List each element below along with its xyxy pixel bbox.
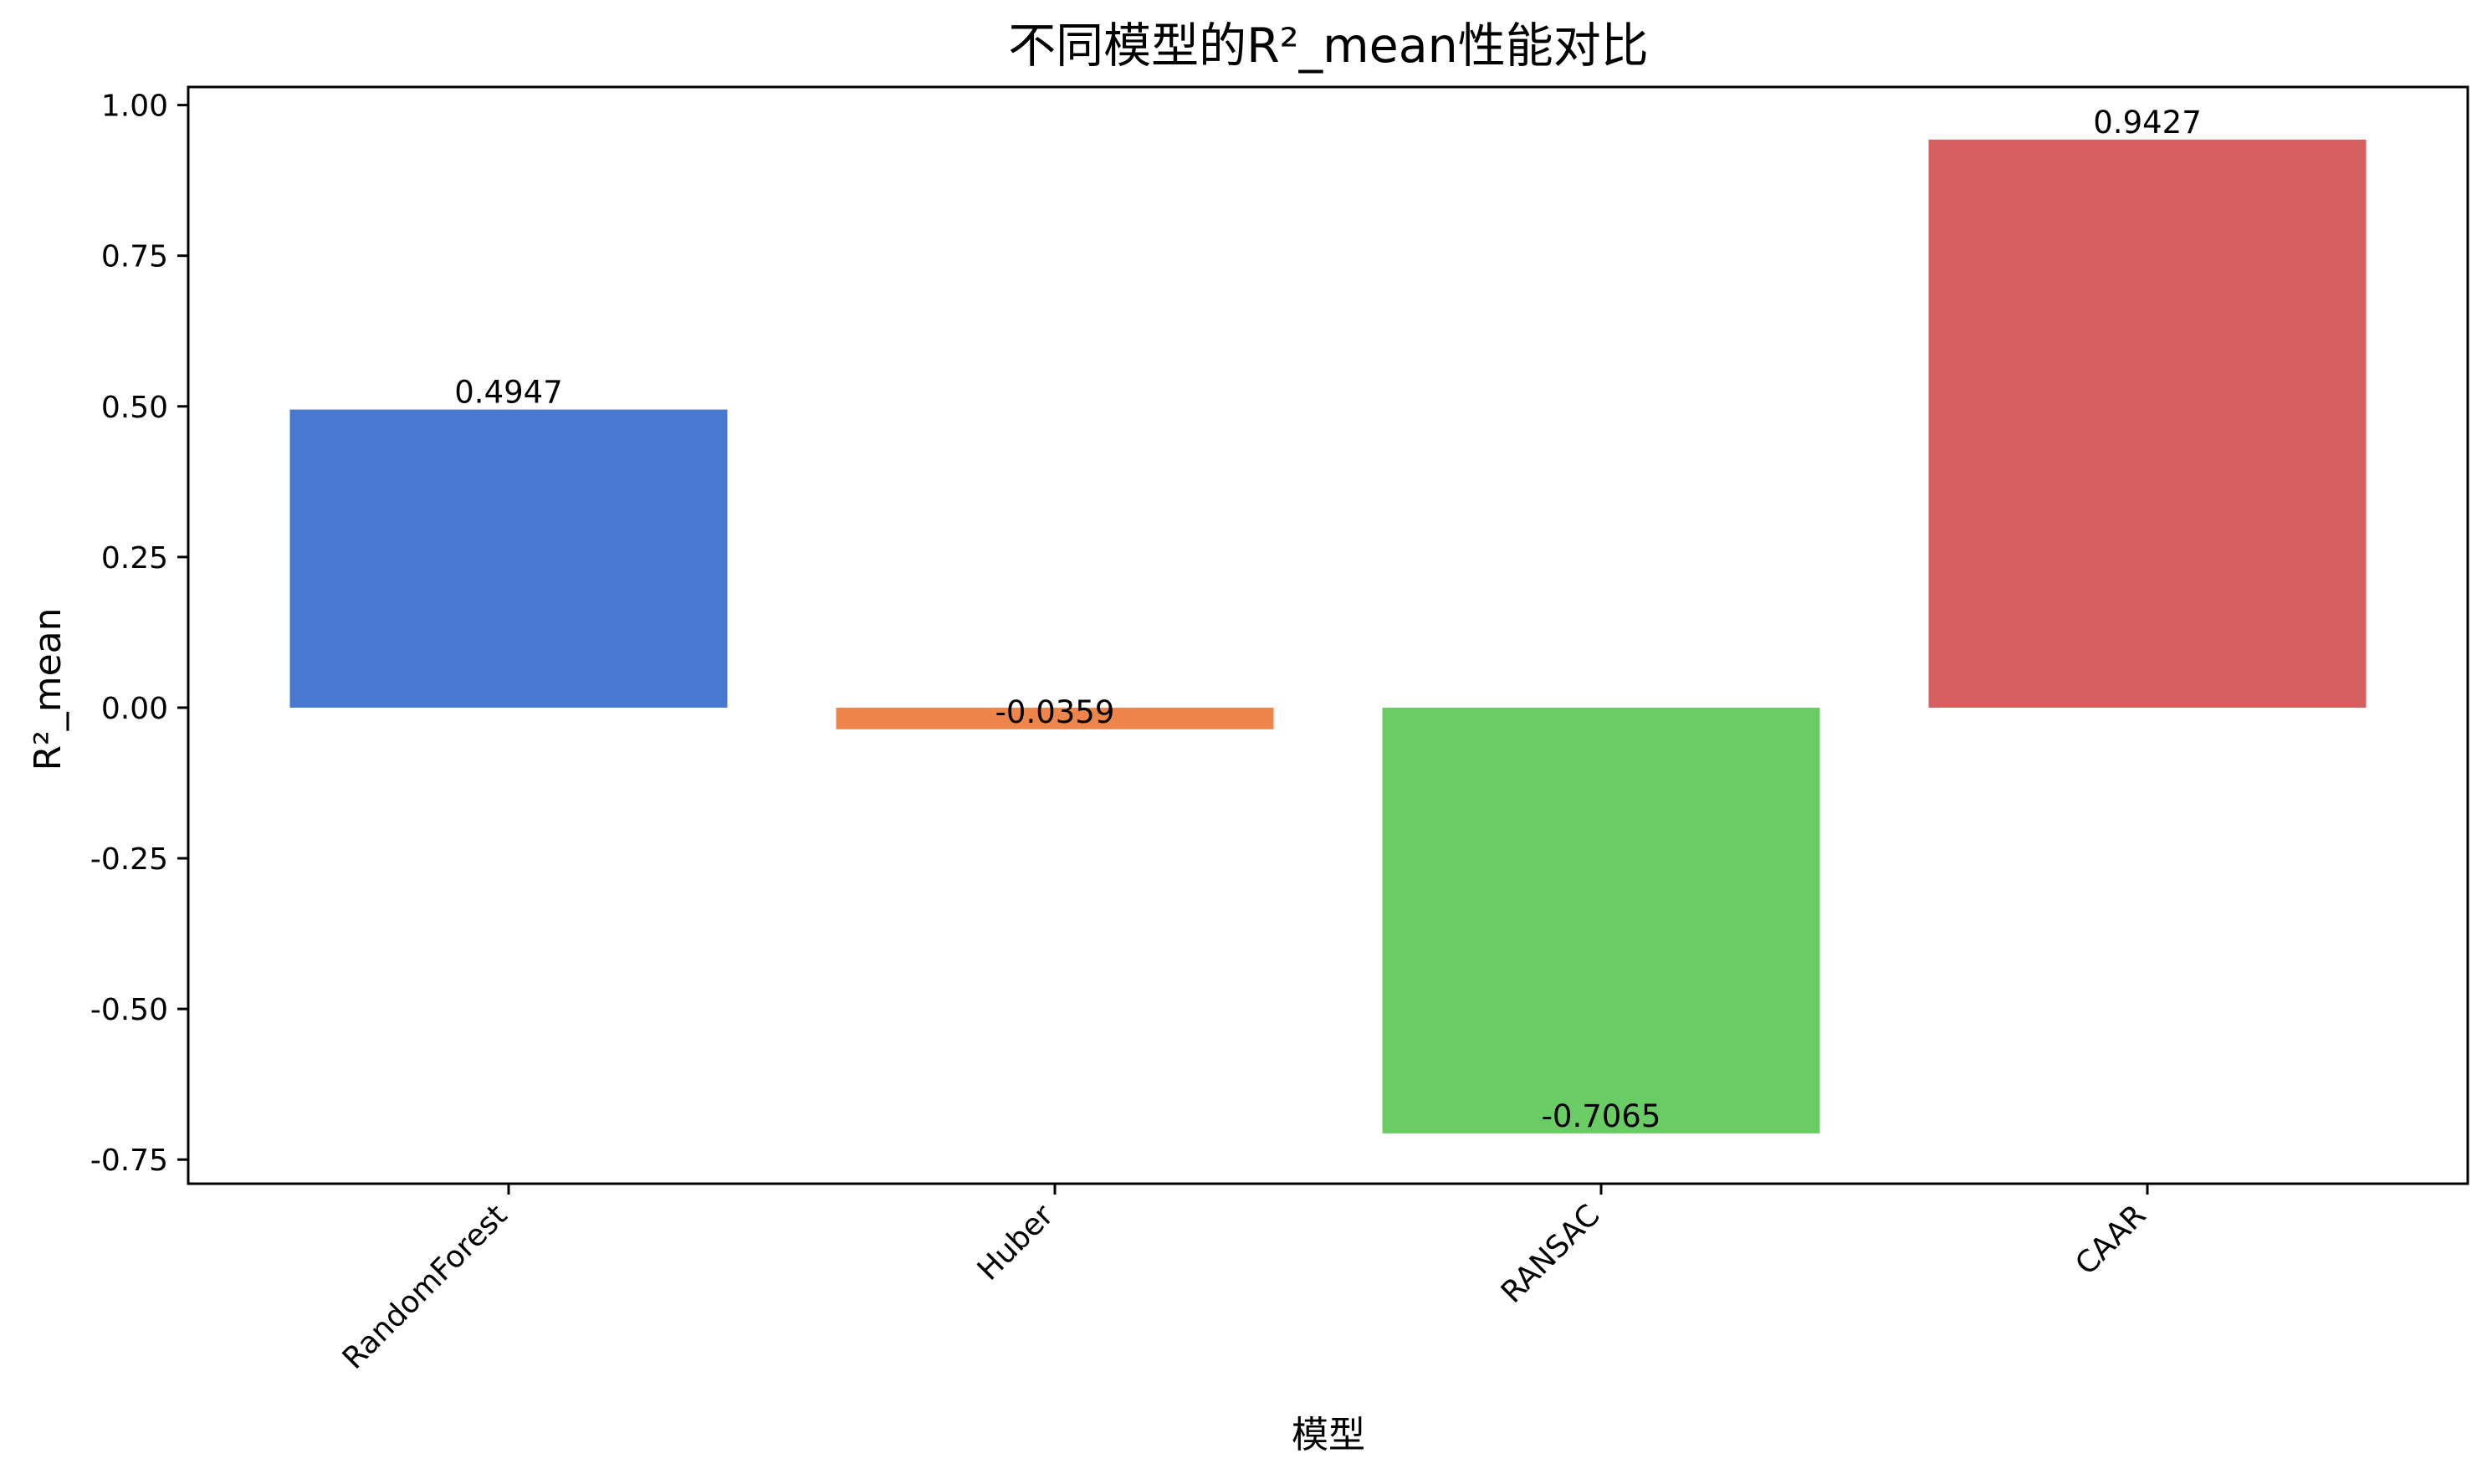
data-label: 0.4947 bbox=[454, 375, 562, 411]
data-labels: 0.4947 -0.0359 -0.7065 0.9427 bbox=[454, 105, 2201, 1134]
chart-title: 不同模型的R²_mean性能对比 bbox=[1008, 18, 1649, 74]
y-tick-label: 0.00 bbox=[101, 692, 168, 726]
y-tick-label: -0.50 bbox=[90, 993, 168, 1027]
y-axis-ticks: -0.75 -0.50 -0.25 0.00 0.25 0.50 0.75 1.00 bbox=[90, 90, 188, 1178]
y-tick-label: 0.25 bbox=[101, 541, 168, 576]
bar-caar bbox=[1928, 139, 2367, 708]
x-tick-label: RANSAC bbox=[1495, 1198, 1606, 1309]
bar-ransac bbox=[1382, 707, 1820, 1133]
x-tick-label: Huber bbox=[971, 1198, 1061, 1287]
x-tick-label: CAAR bbox=[2069, 1198, 2152, 1282]
y-tick-label: -0.75 bbox=[90, 1144, 168, 1178]
x-tick-label: RandomForest bbox=[336, 1198, 514, 1376]
bar-huber bbox=[836, 707, 1274, 729]
y-tick-label: 1.00 bbox=[101, 90, 168, 124]
y-tick-label: 0.75 bbox=[101, 240, 168, 274]
data-label: 0.9427 bbox=[2093, 105, 2201, 141]
bar-randomforest bbox=[289, 409, 728, 708]
y-axis-title: R²_mean bbox=[27, 608, 69, 771]
data-label: -0.7065 bbox=[1542, 1098, 1661, 1134]
bars-layer bbox=[289, 139, 2367, 1133]
x-axis-ticks: RandomForest Huber RANSAC CAAR bbox=[336, 1184, 2152, 1376]
y-tick-label: 0.50 bbox=[101, 391, 168, 425]
x-axis-title: 模型 bbox=[1292, 1414, 1365, 1456]
data-label: -0.0359 bbox=[995, 694, 1115, 730]
y-tick-label: -0.25 bbox=[90, 842, 168, 877]
plot-frame bbox=[187, 85, 2469, 1185]
